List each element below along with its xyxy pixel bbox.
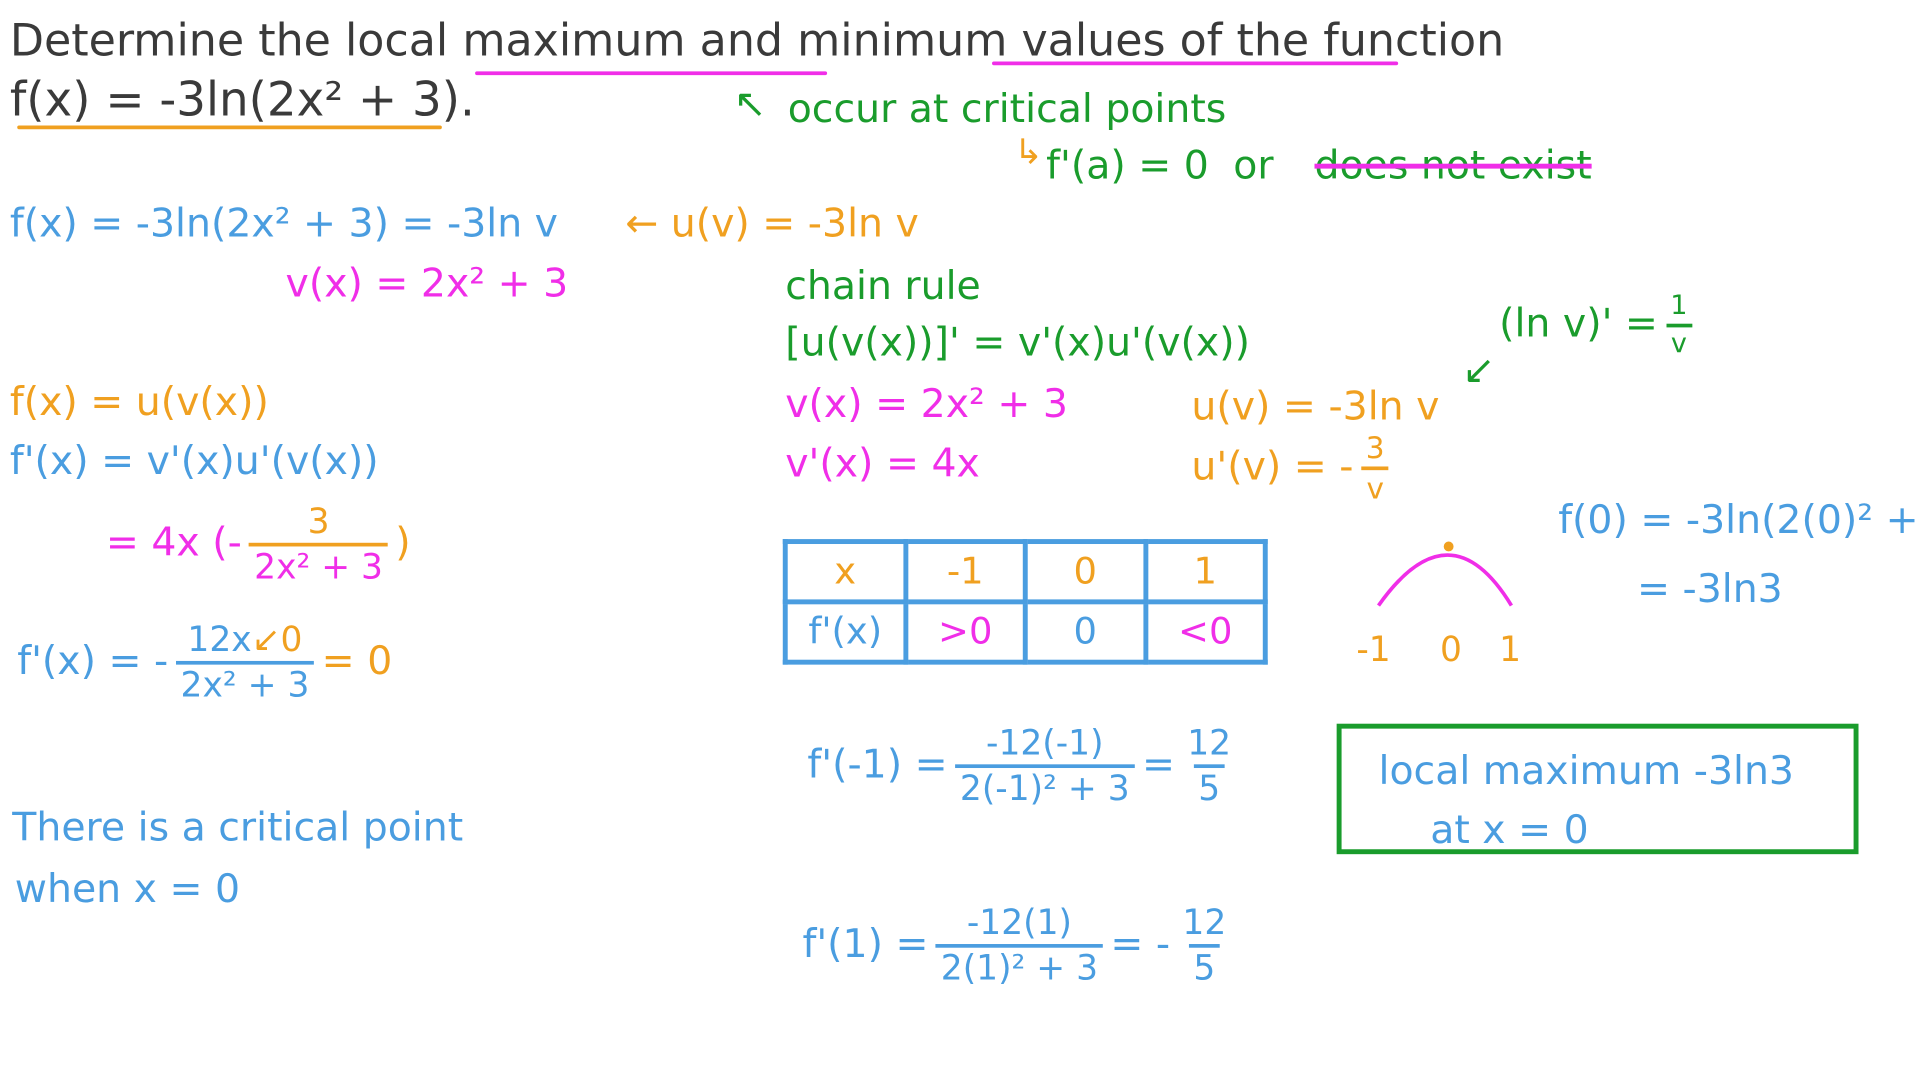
numerator: 3 [307,500,330,542]
table-row: x -1 0 1 [782,539,1268,605]
u-definition: ← u(v) = -3ln v [625,199,919,247]
table-cell: x [782,539,908,605]
denominator: 5 [1193,764,1226,806]
numerator: -12(-1) [986,722,1104,764]
table-cell: 0 [1022,539,1148,605]
conclusion-line-2: when x = 0 [14,865,241,913]
answer-line-2: at x = 0 [1430,806,1589,853]
denominator: 2(1)² + 3 [935,944,1103,986]
underline [992,61,1399,66]
denominator: v [1665,323,1692,358]
denominator: 2(-1)² + 3 [955,764,1135,806]
occur-note: occur at critical points [787,84,1227,132]
f-prime-simplified: f'(x) = - 12x↙0 2x² + 3 = 0 [17,622,393,703]
v-definition: v(x) = 2x² + 3 [285,259,569,307]
arrow-icon: ↖ [733,80,767,127]
ln-derivative-lhs: (ln v)' = [1499,299,1658,347]
hook-arrow-icon: ↳ [1014,131,1044,173]
or-text: or [1233,141,1274,189]
chain-rule-title: chain rule [785,262,981,309]
table-cell: -1 [902,539,1028,605]
f-prime-chain: f'(x) = v'(x)u'(v(x)) [9,436,379,484]
table-row: f'(x) >0 0 <0 [782,599,1268,665]
underline [475,71,828,76]
zero-mark: ↙0 [251,619,303,660]
chain-rule: [u(v(x))]' = v'(x)u'(v(x)) [785,318,1250,366]
f-prime-minus-one: f'(-1) = -12(-1) 2(-1)² + 3 = 12 5 [807,726,1243,806]
lhs: f'(1) = [802,920,929,967]
f-prime-one: f'(1) = -12(1) 2(1)² + 3 = - 12 5 [802,902,1238,986]
tick-label: -1 [1356,628,1391,670]
numerator: 12 [1182,902,1227,943]
table-cell: 0 [1022,599,1148,665]
question-line-1: Determine the local maximum and minimum … [9,16,1505,67]
numerator: 12 [1187,722,1232,764]
denominator: 2x² + 3 [175,660,315,703]
conclusion-line-1: There is a critical point [12,803,464,851]
tick-label: 0 [1440,628,1462,670]
fp-rhs: = 0 [321,636,393,684]
equals: = - [1110,920,1171,967]
max-point [1443,541,1454,552]
underline [17,125,442,130]
question-line-2: f(x) = -3ln(2x² + 3). [9,72,475,127]
tick-label: 1 [1499,628,1522,670]
numerator: 12x↙0 [182,622,307,661]
numerator-text: 12x [187,619,252,660]
sign-table: x -1 0 1 f'(x) >0 0 <0 [782,539,1268,665]
parabola-sketch [1376,541,1513,607]
table-cell: >0 [902,599,1028,665]
denominator: 2x² + 3 [249,542,388,585]
f-of-zero-value: = -3ln3 [1636,564,1783,612]
ln-derivative: (ln v)' = 1 v [1499,290,1700,358]
f-prime-step: = 4x (- 3 2x² + 3) [105,500,411,585]
answer-box: local maximum -3ln3 at x = 0 [1336,723,1859,855]
fp-lhs: f'(x) = - [17,636,169,684]
u-of-v: u(v) = -3ln v [1191,382,1440,430]
dne-struck: does not exist [1314,141,1592,189]
denominator: v [1361,466,1389,503]
f-of-zero: f(0) = -3ln(2(0)² + 3) [1558,496,1920,543]
numerator: -12(1) [966,902,1072,943]
table-cell: f'(x) [782,599,908,665]
v-of-x: v(x) = 2x² + 3 [785,380,1068,428]
denominator: 5 [1188,944,1221,986]
table-cell: 1 [1142,539,1268,605]
numerator: 1 [1670,290,1688,322]
equals: = [1141,740,1175,788]
numerator: 3 [1365,430,1385,466]
step-lhs: = 4x (- [105,518,242,566]
lhs: f'(-1) = [807,740,948,788]
v-prime: v'(x) = 4x [785,439,980,487]
u-prime-lhs: u'(v) = - [1191,442,1354,490]
arrow-icon: ↙ [1462,345,1496,393]
parabola-curve [1376,553,1513,607]
answer-line-1: local maximum -3ln3 [1378,747,1794,794]
f-rewrite: f(x) = -3ln(2x² + 3) = -3ln v [9,199,558,247]
table-cell: <0 [1142,599,1268,665]
f-composition: f(x) = u(v(x)) [9,377,269,425]
step-rhs: ) [395,518,411,566]
condition: f'(a) = 0 [1046,141,1209,189]
